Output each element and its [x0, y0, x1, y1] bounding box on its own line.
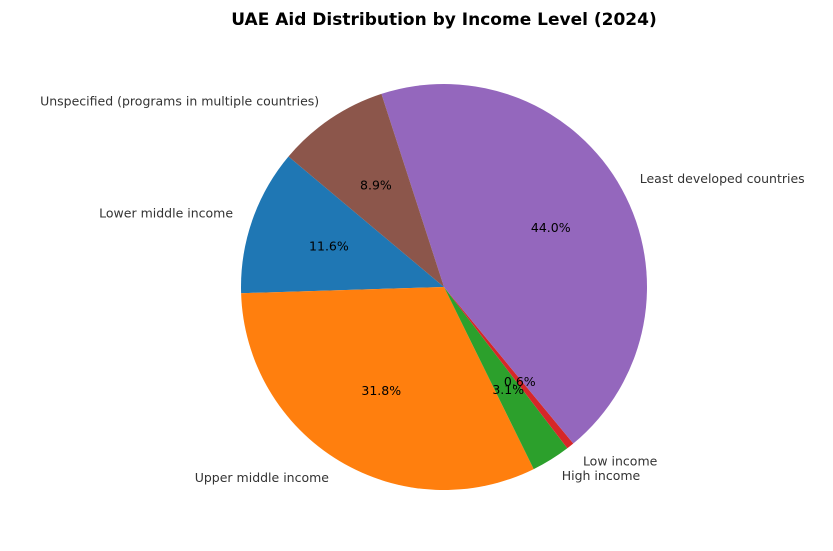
pie-slices	[241, 83, 648, 490]
percentage-labels: 11.6% 31.8% 3.1%0.6% 44.0% 8.9%	[309, 178, 571, 398]
slice-label-least-developed-countries: Least developed countries	[640, 171, 805, 186]
slice-label-low-income: Low income	[583, 453, 658, 468]
pct-label-unspecified-programs-in-multiple-countries: 8.9%	[360, 178, 392, 193]
pct-label-low-income: 0.6%	[504, 374, 536, 389]
pie-slice-lower-middle-income	[241, 156, 444, 294]
pie-slice-upper-middle-income	[241, 287, 534, 490]
slice-label-high-income: High income	[562, 468, 641, 483]
slice-label-lower-middle-income: Lower middle income	[99, 205, 233, 220]
pie-slice-least-developed-countries	[381, 83, 648, 444]
pie-slice-low-income	[444, 287, 574, 449]
pct-label-high-income: 3.1%	[492, 382, 524, 397]
slice-labels: Lower middle income Upper middle income Hi…	[40, 93, 805, 485]
pct-label-lower-middle-income: 11.6%	[309, 239, 349, 254]
chart-title: UAE Aid Distribution by Income Level (20…	[231, 10, 656, 30]
slice-label-upper-middle-income: Upper middle income	[195, 470, 330, 485]
pct-label-least-developed-countries: 44.0%	[531, 220, 571, 235]
slice-label-unspecified-programs-in-multiple-countries: Unspecified (programs in multiple countr…	[40, 93, 319, 108]
pie-slice-high-income	[444, 287, 568, 470]
pie-slice-unspecified-programs-in-multiple-countries	[288, 93, 444, 287]
pct-label-upper-middle-income: 31.8%	[361, 383, 401, 398]
